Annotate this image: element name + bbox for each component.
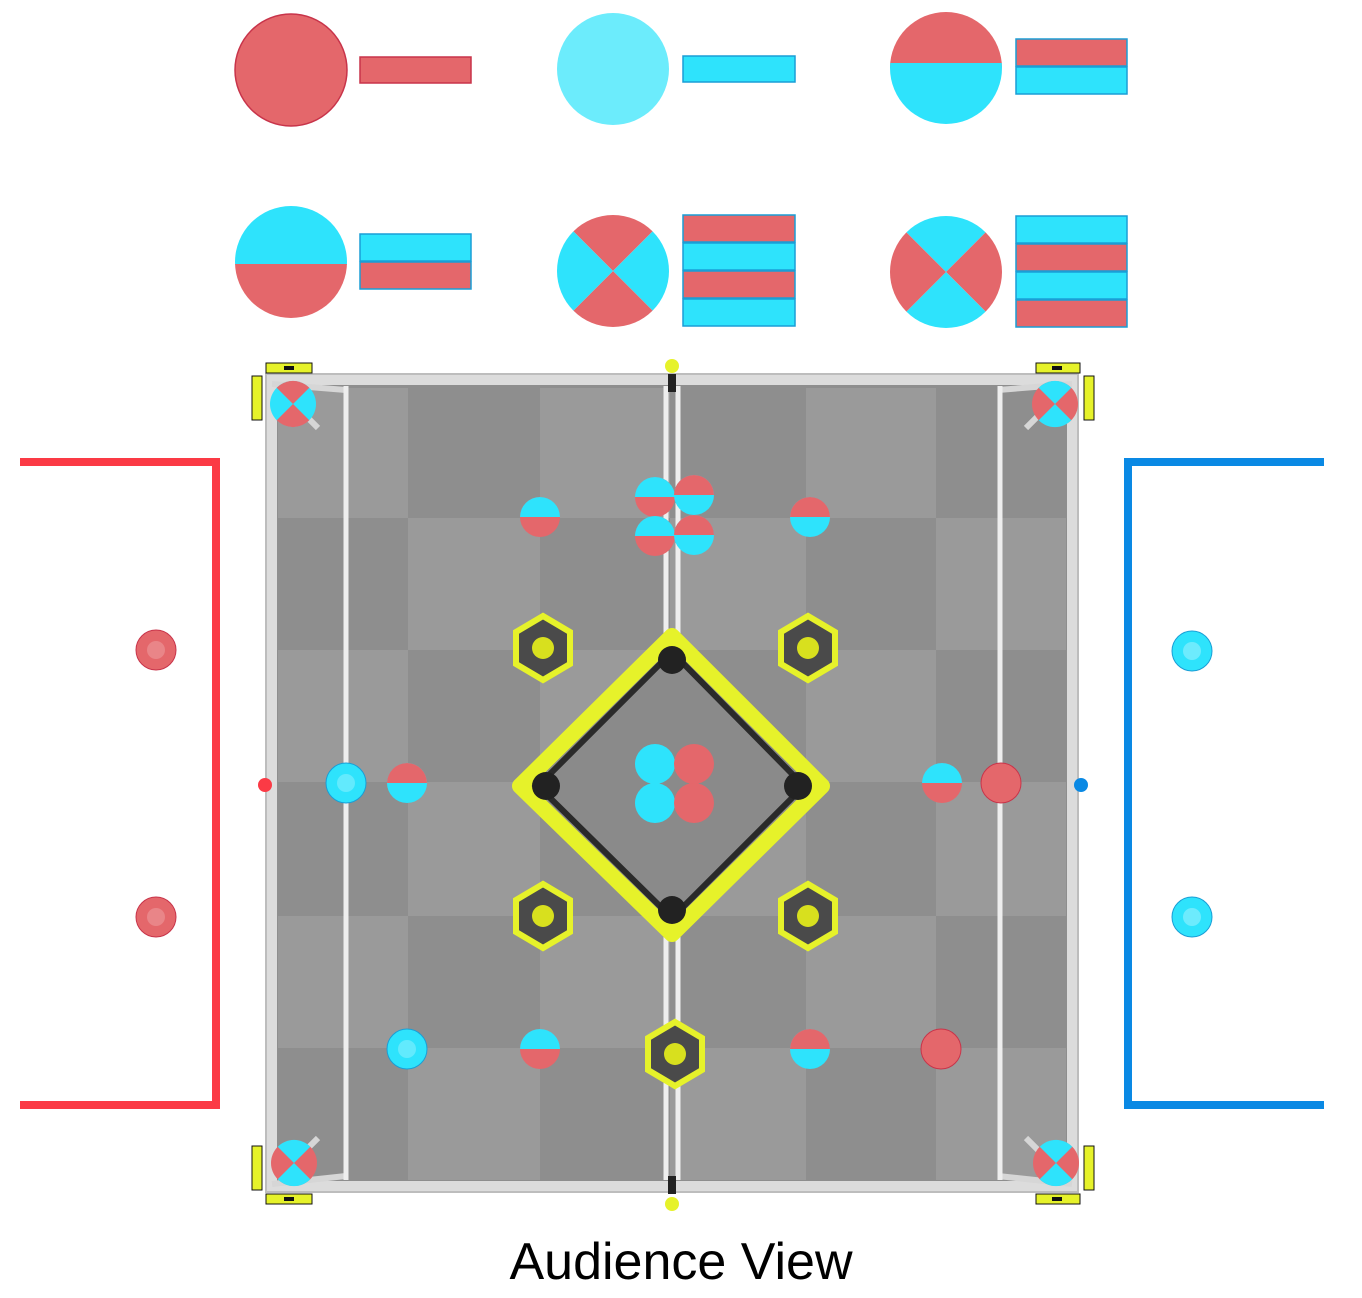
ball-mid-left-blue	[325, 762, 367, 804]
stack-top-3	[635, 516, 675, 556]
top-left-goal	[513, 612, 573, 684]
quad-red-top-legend	[556, 214, 796, 328]
stack-top-4	[674, 515, 714, 555]
corner-ball-bottom-left	[271, 1139, 317, 1187]
stack-top-1	[635, 477, 675, 517]
red-alliance-zone	[20, 458, 220, 1109]
ball-low-right-split	[790, 1029, 830, 1069]
star-marker-left	[258, 778, 272, 792]
ball-low-left-blue	[386, 1028, 428, 1070]
bottom-right-goal	[778, 880, 838, 952]
ball-mid-left-split	[387, 763, 427, 803]
corner-ball-top-right	[1032, 380, 1078, 428]
quad-blue-top-legend	[889, 215, 1128, 329]
red-over-blue-legend	[890, 12, 1128, 124]
ball-mid-right-red	[980, 762, 1022, 804]
solid-red-legend	[234, 13, 472, 127]
star-marker-top	[665, 359, 679, 373]
ball-low-right-red	[920, 1028, 962, 1070]
ball-mid-right-split	[922, 763, 962, 803]
ball-low-left-split	[520, 1029, 560, 1069]
top-right-goal	[778, 612, 838, 684]
blue-alliance-zone	[1124, 458, 1324, 1109]
ball-upper-left-blue-red	[520, 497, 560, 537]
bottom-left-goal	[513, 880, 573, 952]
solid-blue-legend	[557, 13, 796, 125]
stack-top-2	[674, 475, 714, 515]
audience-view-caption: Audience View	[509, 1233, 853, 1291]
corner-ball-bottom-right	[1033, 1139, 1079, 1187]
star-marker-bottom	[665, 1197, 679, 1211]
star-marker-right	[1074, 778, 1088, 792]
corner-ball-top-left	[270, 380, 316, 428]
bottom-center-goal	[645, 1018, 705, 1090]
field	[251, 359, 1095, 1211]
ball-upper-right-red-blue	[790, 497, 830, 537]
center-diamond	[512, 628, 830, 942]
center-stack	[635, 744, 714, 823]
legend	[234, 12, 1128, 329]
blue-over-red-legend	[235, 206, 472, 318]
